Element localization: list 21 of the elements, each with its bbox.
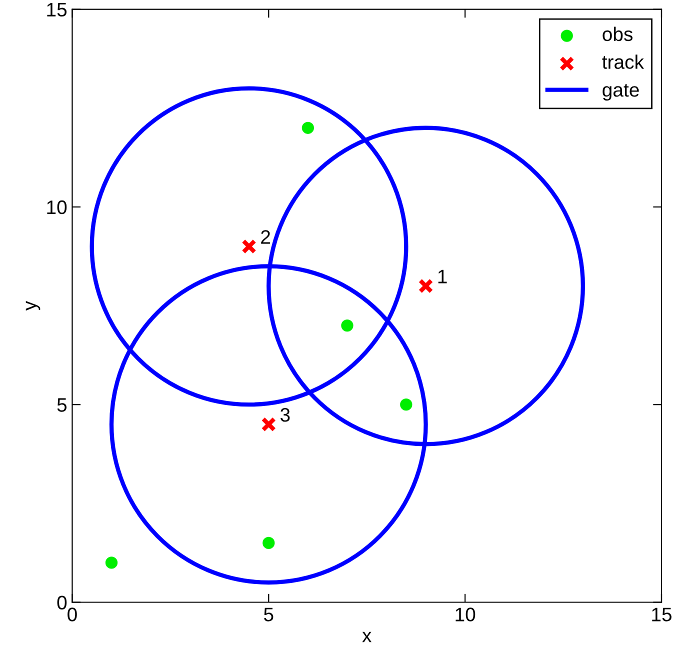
point <box>341 319 354 332</box>
annotation: 1 <box>438 270 447 284</box>
legend-label: gate <box>602 84 639 101</box>
annotation: 2 <box>261 230 270 244</box>
legend-label: obs <box>602 26 633 42</box>
x-tick-label: 10 <box>456 608 476 622</box>
y-tick-label: 15 <box>47 2 67 17</box>
x-axis-title: x <box>362 632 372 642</box>
x-tick-label: 5 <box>264 608 274 622</box>
y-tick-label: 5 <box>57 398 67 412</box>
point <box>262 536 275 550</box>
point <box>302 122 314 134</box>
x-tick-label: 15 <box>652 608 672 622</box>
y-axis-title: y <box>26 300 40 311</box>
y-tick-label: 10 <box>47 200 67 214</box>
annotation: 3 <box>280 408 290 422</box>
legend-label: track <box>602 54 644 69</box>
x-tick-label: 0 <box>68 608 77 622</box>
point <box>105 556 118 569</box>
point <box>400 398 412 411</box>
y-tick-label: 0 <box>57 596 67 610</box>
